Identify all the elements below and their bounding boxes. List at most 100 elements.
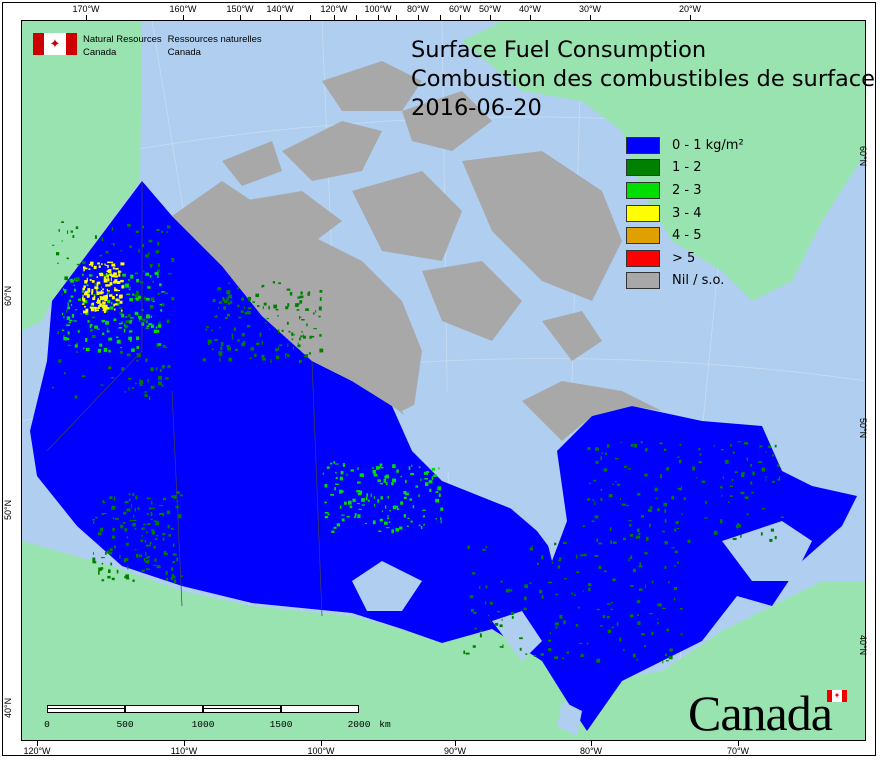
fuel-speckle <box>67 344 72 346</box>
fuel-speckle <box>403 514 406 518</box>
fuel-speckle <box>256 342 260 346</box>
fuel-speckle <box>131 503 133 508</box>
fuel-speckle <box>746 457 748 462</box>
fuel-speckle <box>313 312 315 315</box>
fuel-speckle <box>561 657 565 659</box>
fuel-speckle <box>577 606 580 609</box>
fuel-speckle <box>485 585 488 589</box>
fuel-speckle <box>132 523 136 527</box>
fuel-speckle <box>424 477 428 480</box>
fuel-speckle <box>144 540 147 543</box>
fuel-speckle <box>92 519 96 521</box>
fuel-speckle <box>241 297 244 301</box>
fuel-speckle <box>136 290 139 295</box>
fuel-speckle <box>121 313 125 318</box>
map-title: Surface Fuel Consumption Combustion des … <box>411 36 875 123</box>
fuel-speckle <box>373 496 375 499</box>
fuel-speckle <box>111 263 116 267</box>
fuel-speckle <box>111 377 115 379</box>
fuel-speckle <box>108 366 112 370</box>
fuel-speckle <box>100 289 103 292</box>
fuel-speckle <box>129 317 134 319</box>
fuel-speckle <box>335 463 339 465</box>
fuel-speckle <box>62 312 64 316</box>
arctic-islands <box>222 61 622 361</box>
fuel-speckle <box>116 569 119 574</box>
fuel-speckle <box>511 616 514 619</box>
fuel-speckle <box>125 542 129 546</box>
fuel-speckle <box>366 493 369 497</box>
fuel-speckle <box>116 300 120 304</box>
map-svg <box>22 21 865 740</box>
fuel-speckle <box>640 441 643 444</box>
fuel-speckle <box>428 480 433 484</box>
fuel-speckle <box>127 223 131 227</box>
fuel-speckle <box>497 610 501 613</box>
fuel-speckle <box>261 284 265 288</box>
fuel-speckle <box>109 294 111 297</box>
fuel-speckle <box>741 473 745 478</box>
fuel-speckle <box>628 520 632 522</box>
fuel-speckle <box>285 353 288 356</box>
fuel-speckle <box>171 574 174 579</box>
fuel-speckle <box>602 615 606 619</box>
fuel-speckle <box>156 329 160 333</box>
agency-name-en: Natural Resources <box>83 34 162 45</box>
fuel-speckle <box>372 470 376 474</box>
fuel-speckle <box>779 476 781 480</box>
longitude-label-top: 60°W <box>448 4 472 14</box>
fuel-speckle <box>141 527 145 530</box>
fuel-speckle <box>623 465 628 468</box>
fuel-speckle <box>384 505 387 509</box>
fuel-speckle <box>640 515 645 518</box>
fuel-speckle <box>582 525 585 528</box>
fuel-speckle <box>422 515 426 518</box>
fuel-speckle <box>306 323 308 327</box>
fuel-speckle <box>301 331 303 333</box>
fuel-speckle <box>254 353 257 357</box>
fuel-speckle <box>227 302 230 305</box>
fuel-speckle <box>103 512 107 515</box>
fuel-speckle <box>287 303 290 307</box>
fuel-speckle <box>110 306 114 310</box>
fuel-speckle <box>286 288 291 291</box>
fuel-speckle <box>109 273 113 277</box>
fuel-speckle <box>586 642 589 645</box>
fuel-speckle <box>603 570 607 573</box>
fuel-speckle <box>107 290 110 294</box>
fuel-speckle <box>431 467 436 471</box>
fuel-speckle <box>156 228 160 231</box>
fuel-speckle <box>607 444 610 448</box>
fuel-speckle <box>66 316 71 320</box>
fuel-speckle <box>641 633 645 636</box>
fuel-speckle <box>379 518 384 522</box>
fuel-speckle <box>91 280 95 283</box>
map-canvas[interactable] <box>21 20 866 741</box>
fuel-speckle <box>82 261 85 265</box>
longitude-label-bottom: 80°W <box>579 746 603 756</box>
fuel-speckle <box>160 303 165 307</box>
fuel-speckle <box>125 316 128 318</box>
fuel-speckle <box>313 328 317 330</box>
fuel-speckle <box>146 497 151 500</box>
fuel-speckle <box>541 595 544 599</box>
fuel-speckle <box>157 292 160 295</box>
fuel-speckle <box>109 496 113 500</box>
fuel-speckle <box>129 298 133 302</box>
fuel-speckle <box>92 557 96 562</box>
fuel-speckle <box>111 226 114 231</box>
fuel-speckle <box>298 316 301 320</box>
fuel-speckle <box>158 324 162 328</box>
fuel-speckle <box>704 517 708 519</box>
fuel-speckle <box>101 513 105 515</box>
fuel-speckle <box>405 492 409 496</box>
fuel-speckle <box>111 505 116 510</box>
fuel-speckle <box>71 313 75 318</box>
fuel-speckle <box>111 301 113 305</box>
fuel-speckle <box>403 490 407 495</box>
fuel-speckle <box>600 497 603 501</box>
fuel-speckle <box>619 637 622 642</box>
fuel-speckle <box>635 536 637 540</box>
fuel-speckle <box>629 534 634 537</box>
fuel-speckle <box>638 588 643 591</box>
